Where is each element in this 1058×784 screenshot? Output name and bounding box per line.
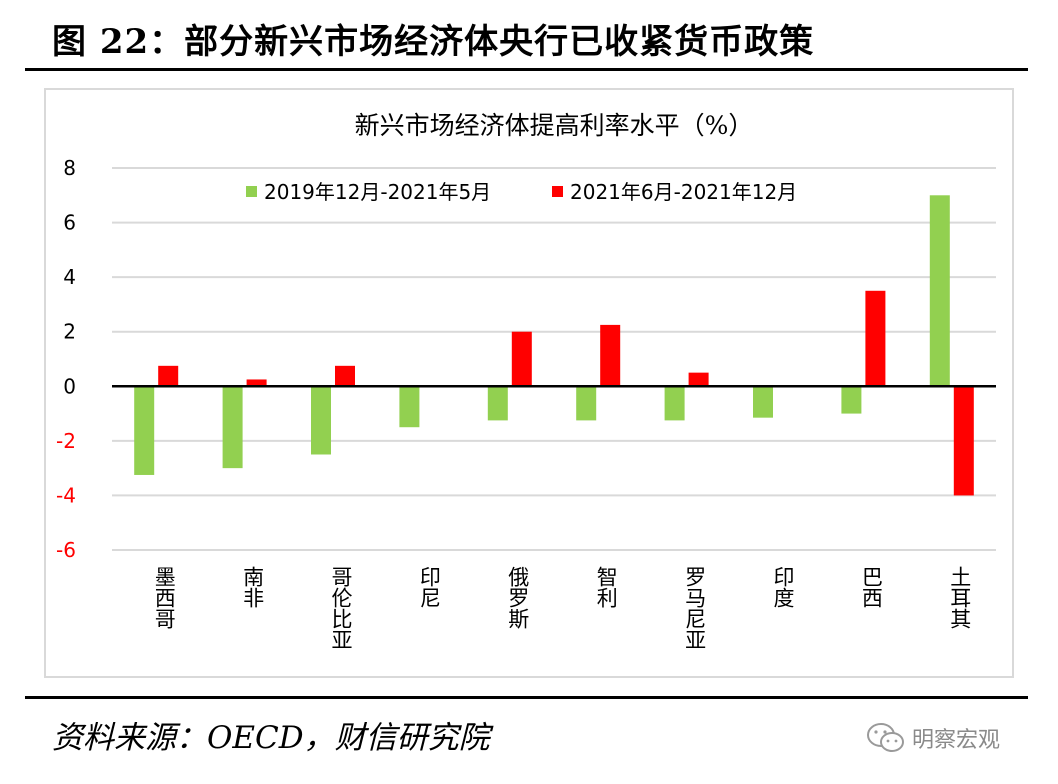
bar-series2: [688, 372, 709, 387]
x-category-label: 土耳其: [948, 566, 972, 629]
x-category-label: 印度: [771, 566, 795, 608]
bar-series2: [335, 365, 355, 387]
bar-series1: [487, 386, 508, 421]
bar-series1: [664, 386, 685, 421]
bar-series1: [576, 386, 597, 421]
bottom-rule: [25, 696, 1028, 699]
legend-label: 2021年6月-2021年12月: [570, 180, 797, 204]
x-category-label: 罗马尼亚: [683, 566, 707, 650]
bar-series1: [841, 386, 862, 414]
y-tick-label: 8: [63, 156, 76, 180]
bar-series1: [311, 386, 331, 455]
y-tick-label: 0: [63, 374, 76, 398]
y-tick-label: -2: [56, 429, 76, 453]
bar-series1: [753, 386, 773, 418]
x-category-label: 墨西哥: [152, 566, 176, 629]
y-tick-label: 4: [63, 265, 76, 289]
source-note: 资料来源：OECD，财信研究院: [52, 720, 490, 756]
chart-frame: 新兴市场经济体提高利率水平（%） 8 6 4 2 0 -2 -4 -6 墨西哥 南非 哥伦比亚 印尼 俄罗…: [44, 88, 1014, 678]
watermark: 明察宏观: [866, 720, 1000, 756]
bar-series2: [511, 331, 532, 387]
legend-label: 2019年12月-2021年5月: [264, 180, 491, 204]
bar-series1: [222, 386, 243, 469]
x-category-label: 巴西: [859, 566, 883, 608]
legend-swatch: [552, 186, 563, 197]
watermark-text: 明察宏观: [912, 728, 1001, 753]
y-tick-label: -6: [56, 538, 76, 562]
x-category-label: 俄罗斯: [506, 566, 530, 629]
legend-swatch: [246, 186, 257, 197]
bar-series2: [953, 386, 974, 496]
x-category-label: 南非: [241, 566, 265, 608]
y-tick-label: 6: [63, 211, 76, 235]
chart-title: 新兴市场经济体提高利率水平（%）: [355, 111, 754, 140]
x-category-label: 智利: [594, 566, 618, 608]
bar-chart: 新兴市场经济体提高利率水平（%） 8 6 4 2 0 -2 -4 -6 墨西哥 南非 哥伦比亚 印尼 俄罗…: [56, 111, 996, 650]
x-category-label: 印尼: [417, 566, 441, 608]
top-rule: [25, 68, 1028, 71]
bar-series1: [134, 386, 155, 475]
bar-series2: [600, 324, 621, 387]
bar-series1: [399, 386, 420, 428]
y-tick-label: -4: [56, 483, 76, 507]
wechat-icon: [867, 723, 904, 752]
bar-series2: [865, 290, 886, 387]
bar-series2: [158, 365, 179, 387]
x-category-label: 哥伦比亚: [329, 566, 353, 650]
bar-series2: [246, 379, 267, 387]
bar-series1: [929, 195, 950, 387]
y-tick-label: 2: [63, 320, 76, 344]
figure-title: 图 22：部分新兴市场经济体央行已收紧货币政策: [52, 22, 815, 62]
